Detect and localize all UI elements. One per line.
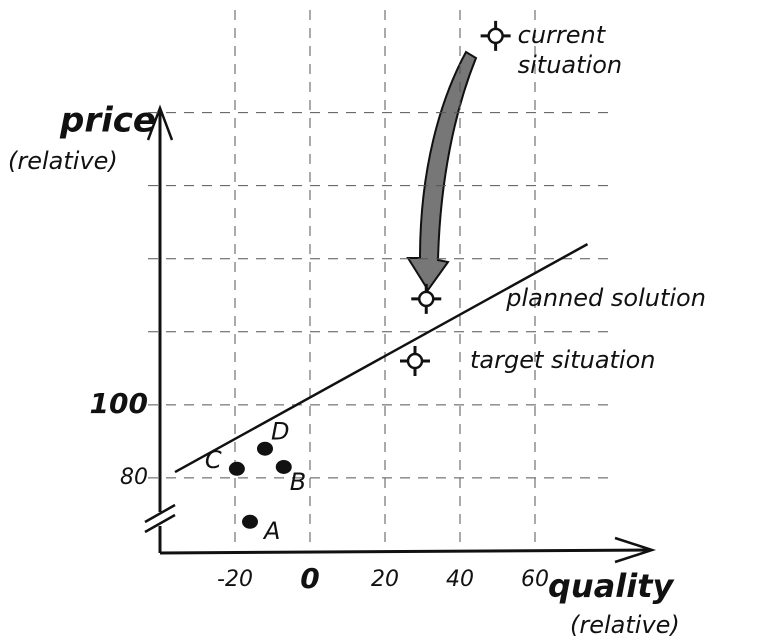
marker — [487, 27, 504, 45]
x-axis-title: quality — [548, 567, 675, 605]
x-tick-label: 60 — [521, 567, 549, 592]
y-axis-subtitle: (relative) — [8, 147, 118, 175]
point — [242, 514, 258, 529]
marker-label: planned solution — [505, 284, 706, 312]
marker-label: current — [518, 21, 607, 49]
x-axis-arrow — [614, 536, 657, 564]
x-axis — [159, 548, 651, 555]
transition-arrow — [406, 50, 478, 292]
x-axis-subtitle: (relative) — [570, 611, 680, 639]
point — [275, 459, 292, 474]
x-tick-label: 40 — [446, 567, 474, 592]
point-label: D — [271, 418, 289, 446]
marker-label: target situation — [470, 346, 656, 374]
marker — [418, 290, 435, 308]
point-label: A — [262, 517, 280, 545]
x-tick-label: 0 — [300, 562, 319, 595]
marker — [406, 352, 424, 370]
y-tick-label: 80 — [120, 465, 148, 490]
point — [228, 461, 245, 476]
y-tick-label: 100 — [90, 387, 148, 420]
y-axis-title: price — [59, 101, 156, 141]
point-label: C — [205, 446, 222, 474]
axis-break — [144, 503, 176, 534]
point — [257, 441, 273, 456]
marker-label: situation — [518, 51, 622, 79]
y-axis-arrow — [146, 104, 174, 141]
point-label: B — [290, 468, 306, 496]
x-tick-label: -20 — [217, 567, 253, 592]
x-tick-label: 20 — [371, 567, 399, 592]
trend-line — [174, 243, 589, 474]
